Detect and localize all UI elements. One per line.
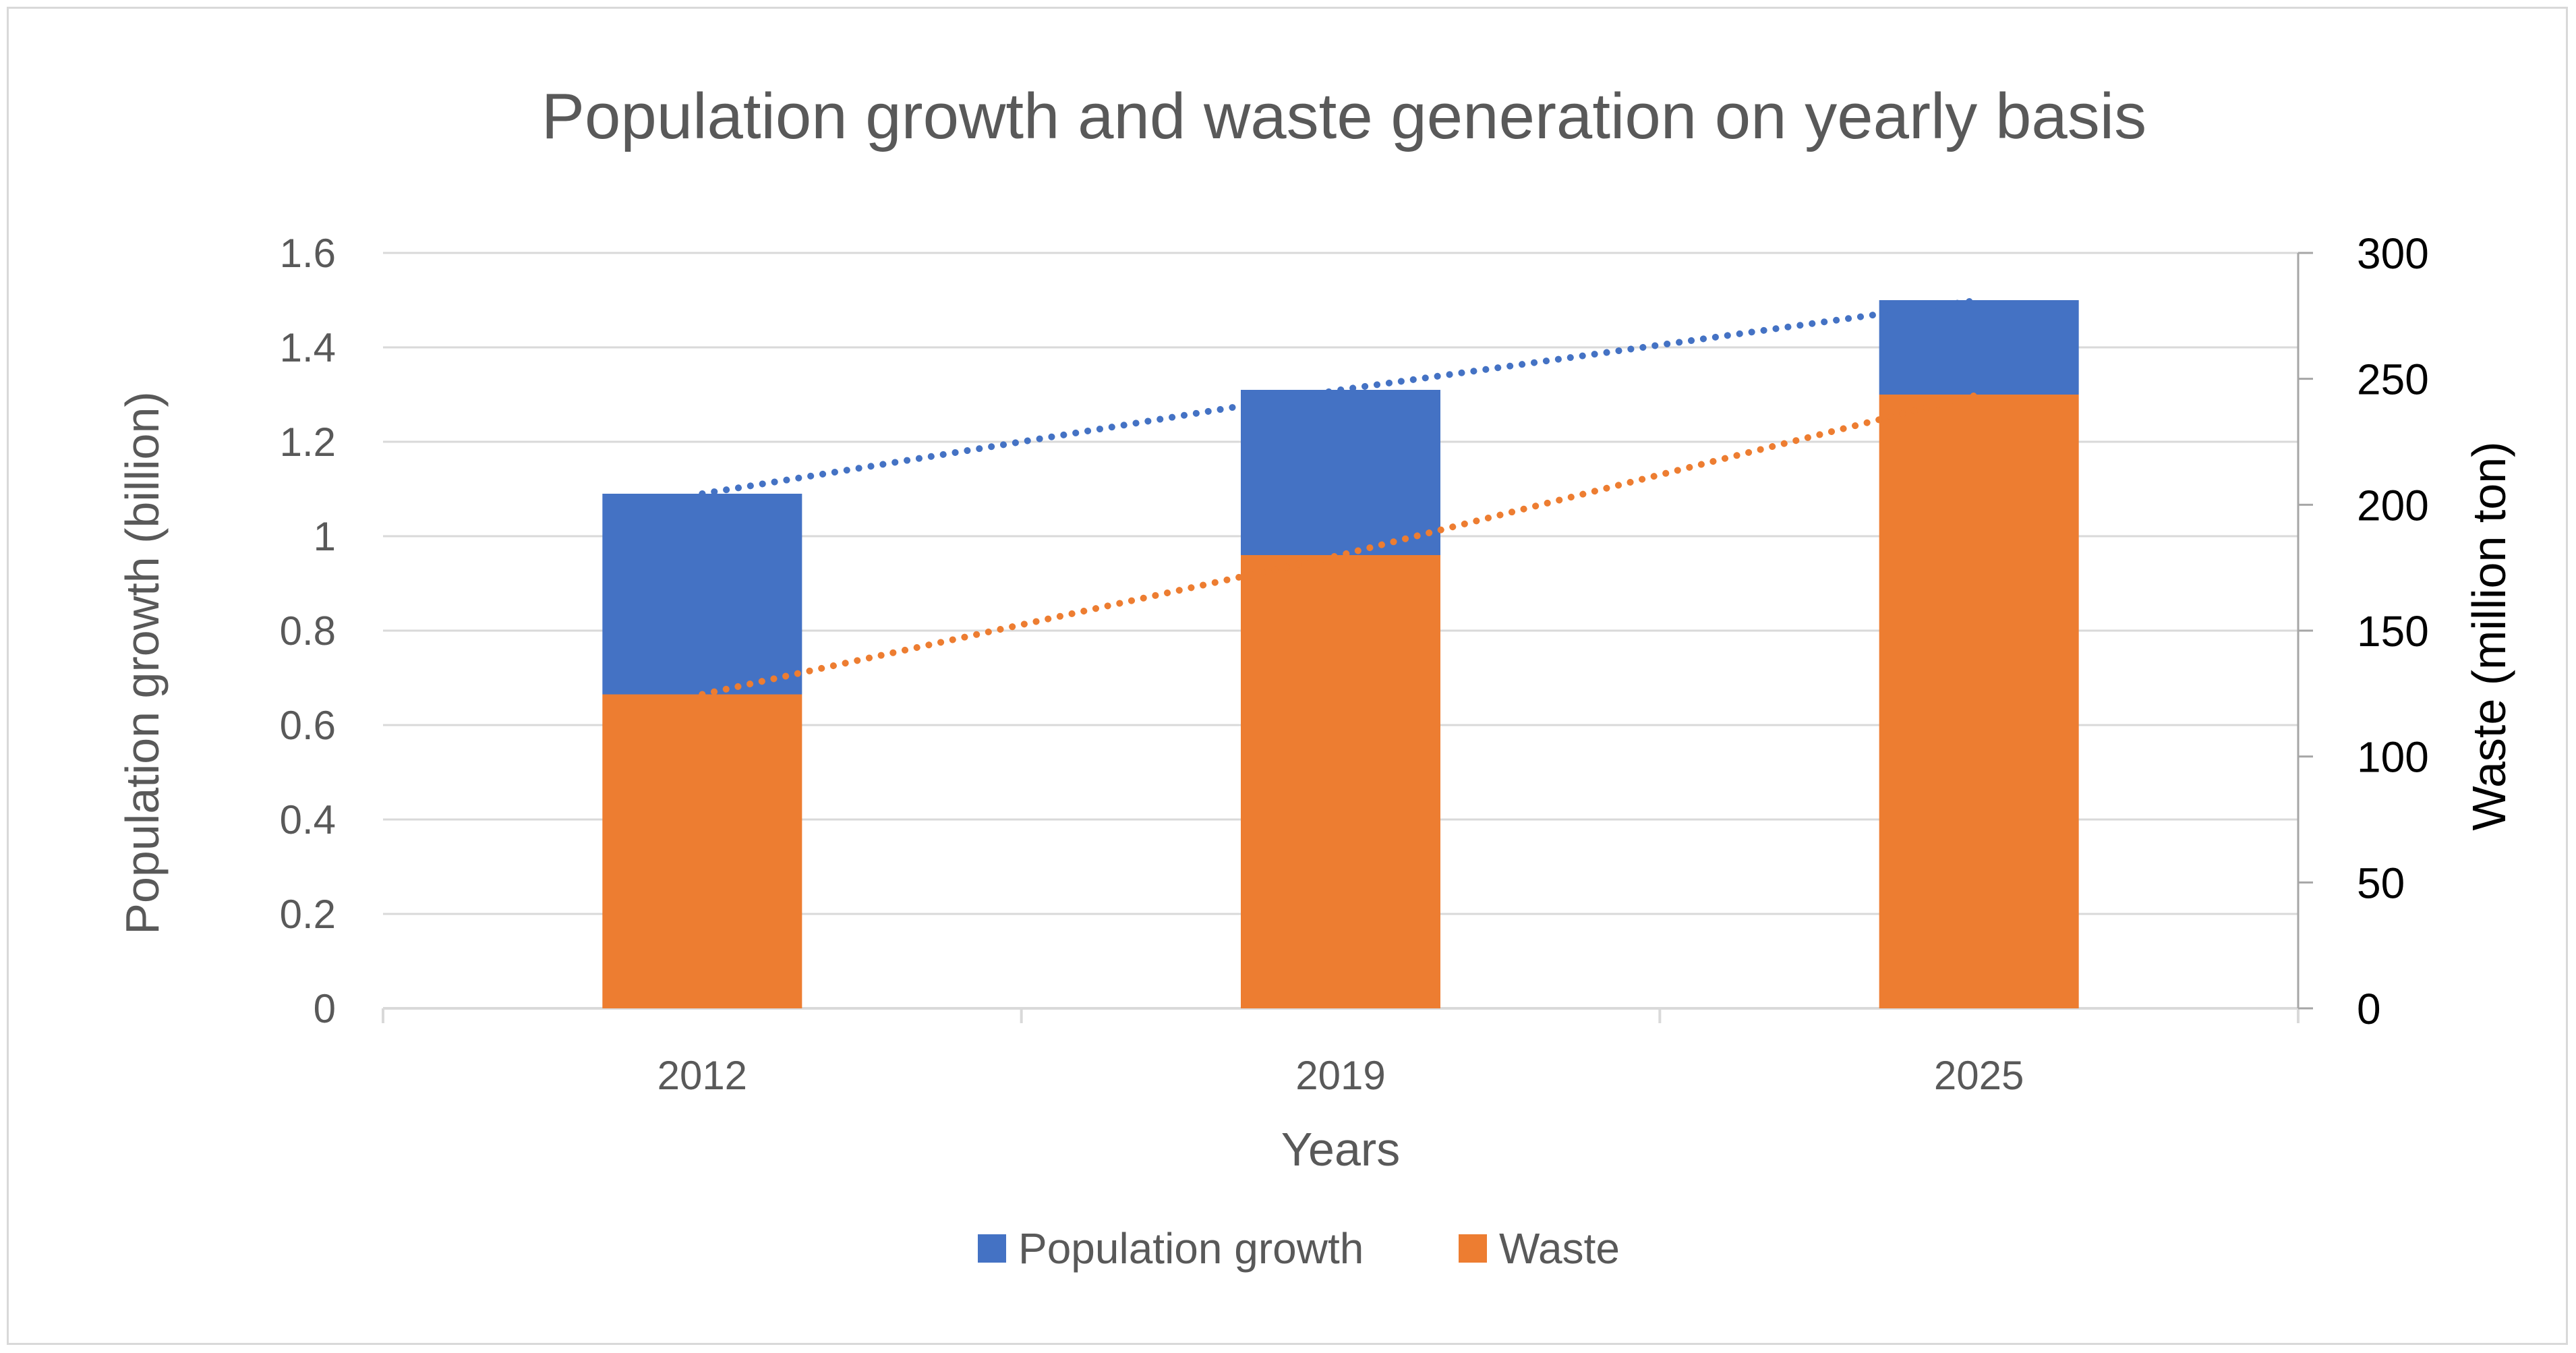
trendline-population-growth xyxy=(699,297,1983,497)
y-tick-label: 1 xyxy=(314,514,336,559)
x-axis-title: Years xyxy=(1281,1123,1400,1176)
y-tick-label: 1.6 xyxy=(280,231,336,276)
chart-svg: Population growth and waste generation o… xyxy=(116,80,2515,1273)
y-tick-label: 0.4 xyxy=(280,797,336,842)
bar-population-growth-2012 xyxy=(602,494,802,695)
y2-axis-ticks: 0 50 100 150 200 250 300 xyxy=(2357,229,2429,1033)
y-tick-label: 0 xyxy=(314,986,336,1031)
legend-swatch-waste xyxy=(1459,1234,1487,1263)
bar-waste-2019 xyxy=(1241,555,1440,1008)
x-axis xyxy=(382,1007,2300,1023)
y2-axis-title: Waste (million ton) xyxy=(2463,442,2515,831)
bar-population-growth-2025 xyxy=(1879,300,2079,395)
legend: Population growth Waste xyxy=(978,1224,1620,1273)
y-axis-title: Population growth (billion) xyxy=(116,391,169,934)
y2-tick-label: 250 xyxy=(2357,355,2429,404)
y-axis-ticks: 0 0.2 0.4 0.6 0.8 1 1.2 1.4 1.6 xyxy=(280,231,336,1031)
y2-tick-label: 100 xyxy=(2357,733,2429,782)
x-tick-label: 2012 xyxy=(657,1053,747,1098)
bar-waste-2025 xyxy=(1879,395,2079,1008)
x-tick-label: 2025 xyxy=(1934,1053,2024,1098)
legend-swatch-population-growth xyxy=(978,1234,1006,1263)
x-axis-ticks: 2012 2019 2025 xyxy=(657,1053,2024,1098)
y-tick-label: 1.2 xyxy=(280,420,336,465)
y-tick-label: 0.8 xyxy=(280,608,336,654)
bar-population-growth-2019 xyxy=(1241,390,1440,555)
y-tick-label: 0.6 xyxy=(280,703,336,748)
trendline-waste xyxy=(699,391,1983,698)
x-tick-label: 2019 xyxy=(1295,1053,1385,1098)
y2-tick-label: 50 xyxy=(2357,859,2405,907)
chart-frame: Population growth and waste generation o… xyxy=(7,7,2568,1345)
bar-waste-2012 xyxy=(602,694,802,1008)
y2-tick-label: 150 xyxy=(2357,607,2429,656)
chart-title: Population growth and waste generation o… xyxy=(541,80,2146,152)
y2-tick-label: 0 xyxy=(2357,985,2381,1033)
trendlines xyxy=(699,297,1983,698)
bars xyxy=(602,300,2079,1008)
y2-tick-label: 200 xyxy=(2357,481,2429,529)
y-tick-label: 1.4 xyxy=(280,325,336,370)
legend-label-waste: Waste xyxy=(1499,1224,1620,1273)
y2-tick-label: 300 xyxy=(2357,229,2429,278)
y-tick-label: 0.2 xyxy=(280,892,336,937)
legend-label-population-growth: Population growth xyxy=(1018,1224,1364,1273)
y2-axis xyxy=(2297,252,2313,1010)
